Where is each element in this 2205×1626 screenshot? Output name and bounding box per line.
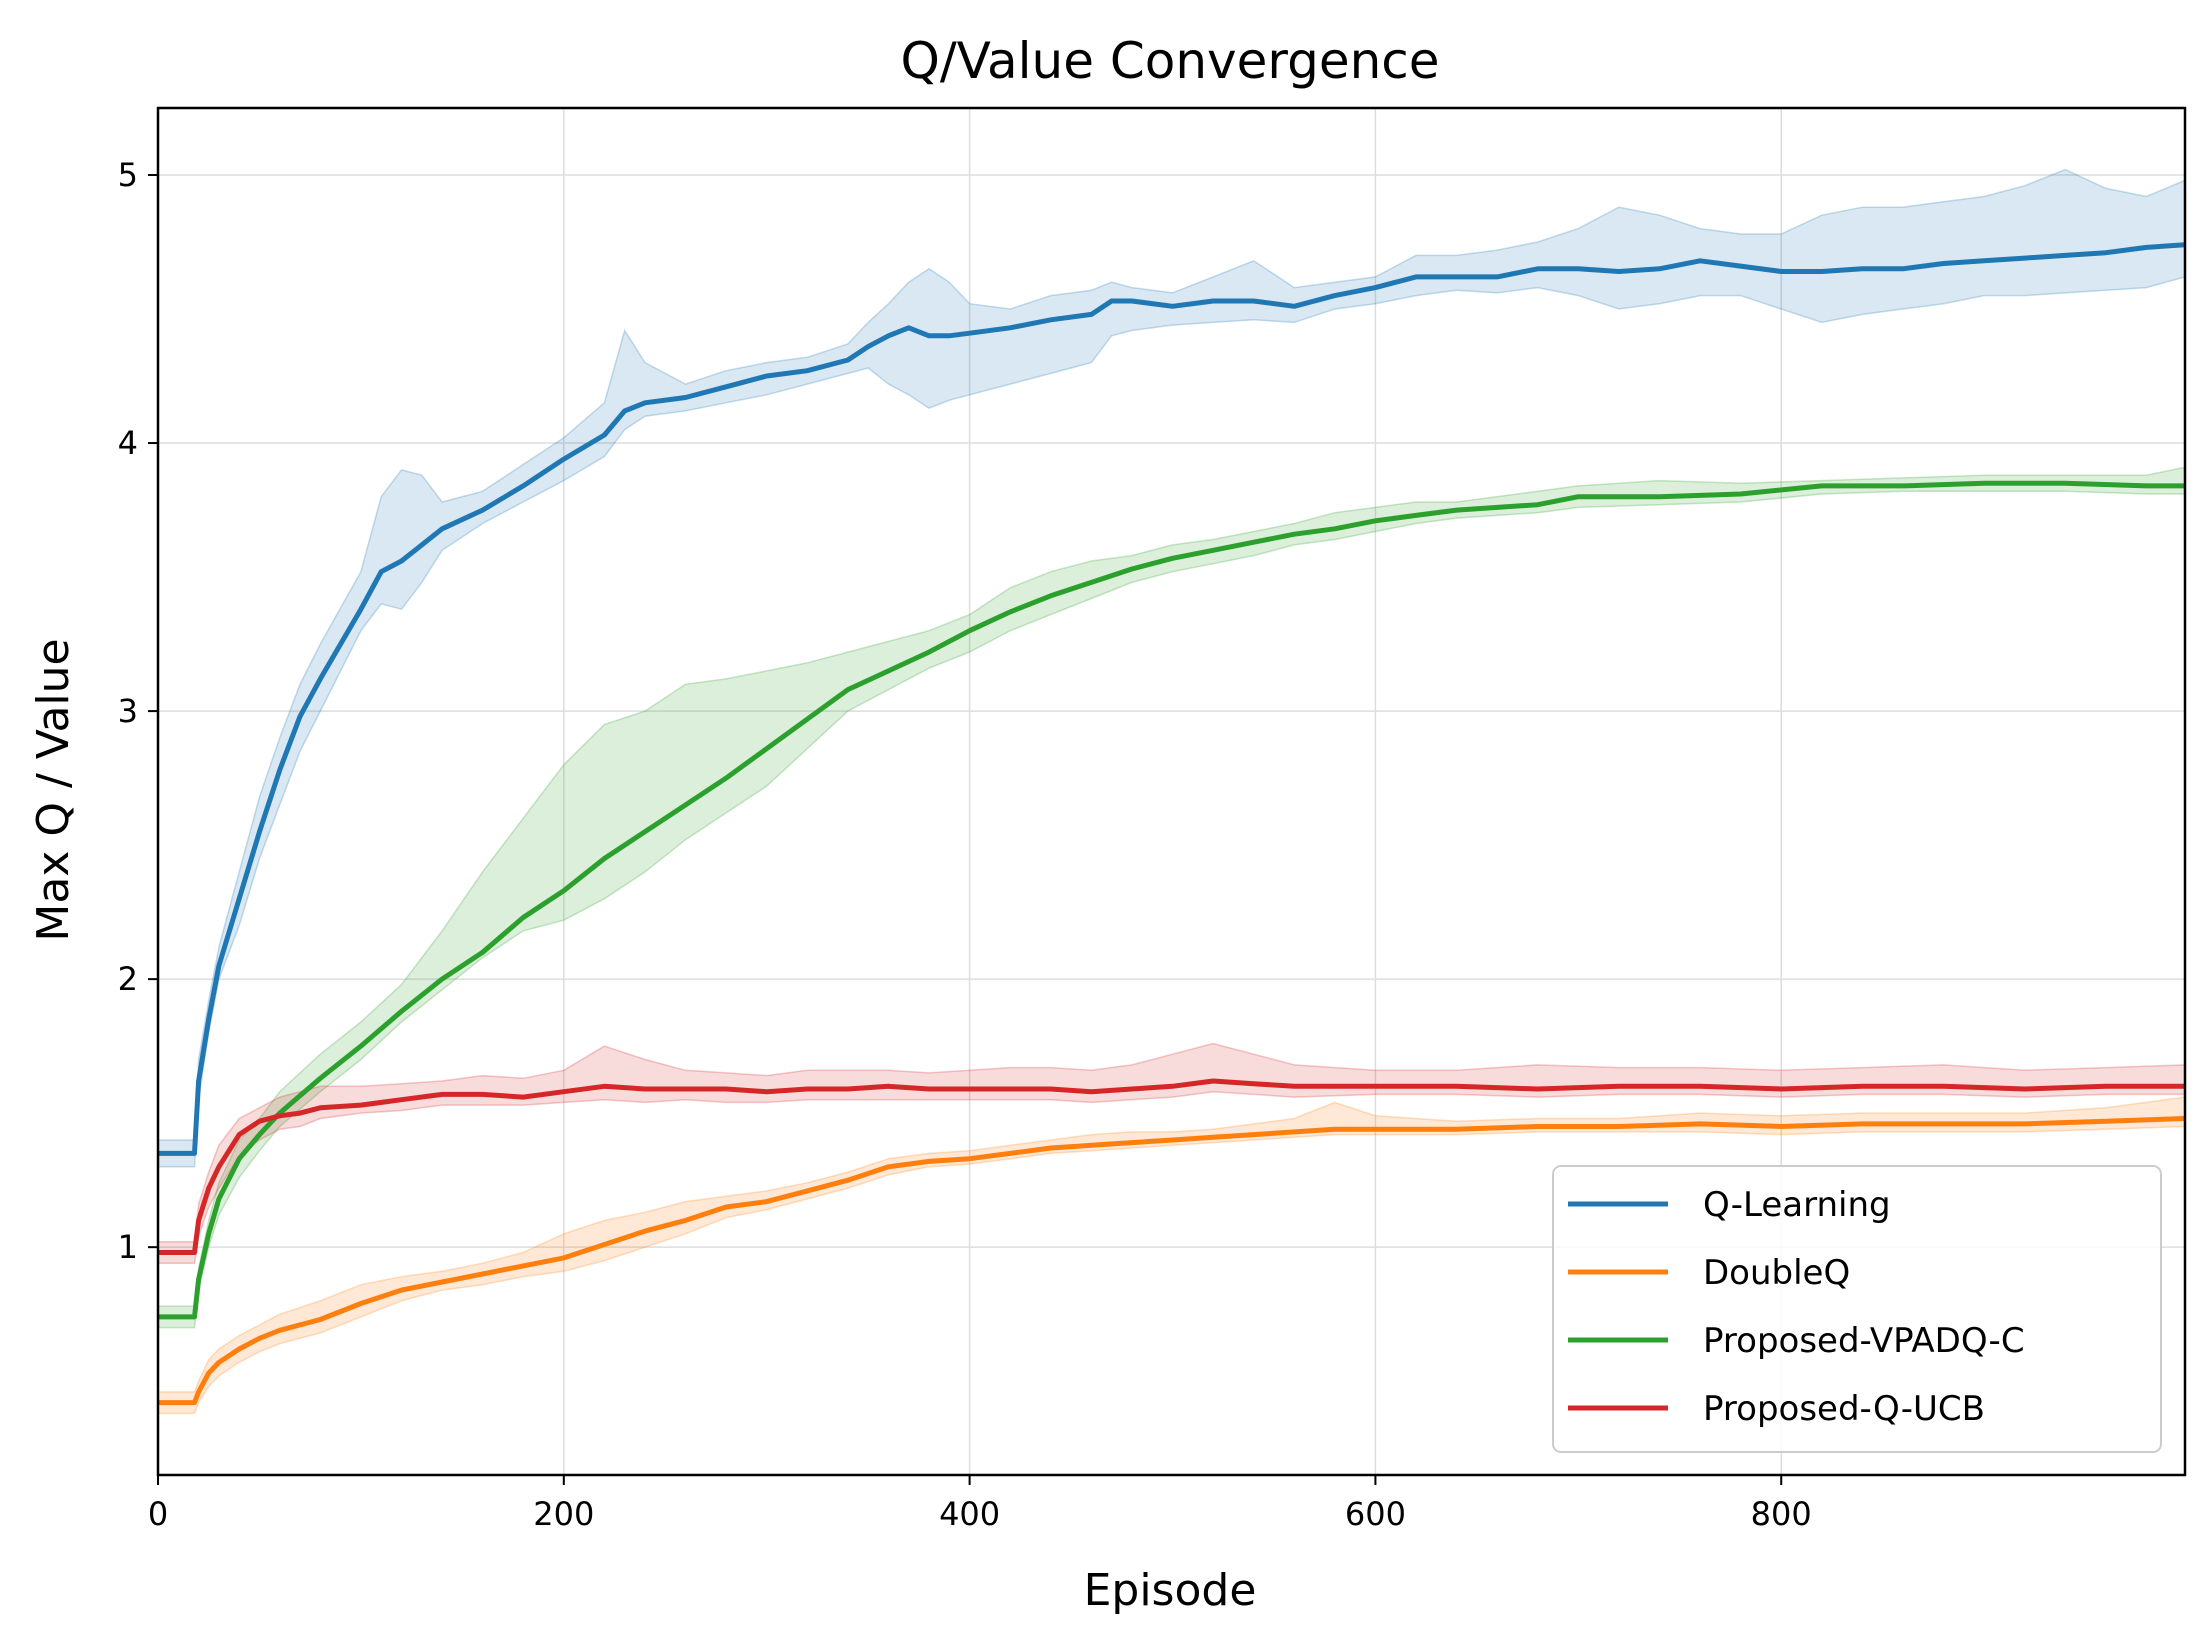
y-tick-label: 4 [118,424,138,462]
x-tick-label: 0 [148,1495,168,1533]
legend-label-proposed-vpadq-c: Proposed-VPADQ-C [1703,1321,2025,1361]
q-learning-band [157,168,2186,1168]
doubleq-line [158,1116,2186,1406]
proposed-vpadq-c-line [158,480,2185,1320]
x-tick-label: 600 [1345,1495,1406,1533]
x-tick-label: 800 [1751,1495,1812,1533]
y-axis-label: Max Q / Value [28,638,79,941]
legend-label-doubleq: DoubleQ [1703,1253,1850,1293]
y-tick-label: 5 [118,156,138,194]
proposed-q-ucb-line [158,1078,2185,1255]
y-tick-label: 1 [118,1228,138,1266]
legend: Q-Learning DoubleQ Proposed-VPADQ-C Propose… [1552,1165,2162,1453]
x-tick-label: 400 [939,1495,1000,1533]
y-axis-ticks: 1 2 3 4 5 [118,156,158,1266]
plot-frame [156,106,2187,1477]
x-tick-label: 200 [533,1495,594,1533]
y-tick-label: 2 [118,960,138,998]
grid [157,108,2185,1475]
x-axis-label: Episode [1084,1565,1257,1616]
q-learning-line [158,242,2186,1156]
legend-frame [1552,1165,2162,1453]
y-tick-label: 3 [118,692,138,730]
chart-title: Q/Value Convergence [900,32,1439,90]
x-axis-ticks: 0 200 400 600 800 [148,1475,1812,1533]
series-lines [158,242,2186,1406]
legend-label-q-learning: Q-Learning [1703,1185,1891,1225]
legend-label-proposed-q-ucb: Proposed-Q-UCB [1703,1389,1985,1429]
